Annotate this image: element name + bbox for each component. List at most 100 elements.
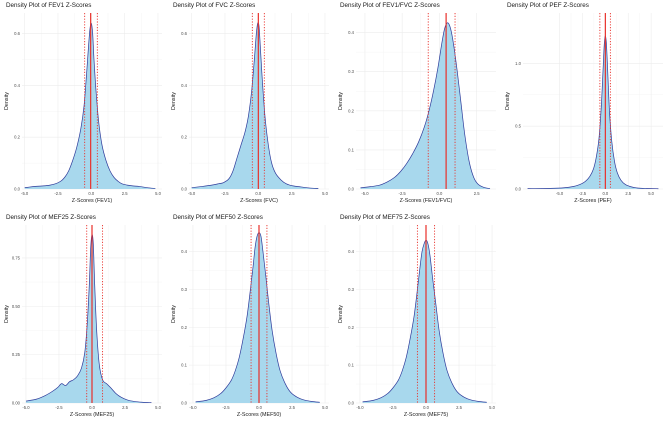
y-tick-label: 0.2 xyxy=(348,325,354,330)
x-axis-label: Z-Scores (MEF50) xyxy=(237,412,282,418)
x-tick-label: -5.0 xyxy=(556,191,564,196)
x-tick-label: 0.0 xyxy=(436,191,442,196)
x-tick-label: 0.0 xyxy=(423,405,429,410)
chart-svg: Density Plot of FEV1/FVC Z-Scores -5.0 -2.… xyxy=(338,2,496,204)
x-tick-label: -5.0 xyxy=(22,405,30,410)
x-tick-label: -5.0 xyxy=(188,191,196,196)
x-tick-label: -2.5 xyxy=(54,191,62,196)
x-axis-label: Z-Scores (MEF25) xyxy=(70,412,115,418)
chart-title: Density Plot of FVC Z-Scores xyxy=(173,2,255,9)
density-plot-mef25: Density Plot of MEF25 Z-Scores -5.0 -2.5 0.… xyxy=(0,212,165,424)
chart-title: Density Plot of PEF Z-Scores xyxy=(507,2,589,9)
chart-title: Density Plot of MEF25 Z-Scores xyxy=(6,214,96,221)
y-tick-label: 0.0 xyxy=(515,187,521,192)
y-tick-label: 0.2 xyxy=(348,108,354,113)
x-tick-label: 0.0 xyxy=(602,191,608,196)
chart-svg: Density Plot of FEV1 Z-Scores -5.0 -2.5 0.0… xyxy=(4,2,162,204)
y-tick-label: 0.25 xyxy=(12,352,21,357)
y-tick-label: 0.0 xyxy=(181,187,187,192)
x-tick-label: -2.5 xyxy=(222,405,230,410)
x-tick-label: 5.0 xyxy=(489,405,495,410)
x-tick-label: 5.0 xyxy=(648,191,654,196)
y-axis-label: Density xyxy=(4,305,10,323)
x-tick-label: -2.5 xyxy=(579,191,587,196)
y-tick-label: 0.6 xyxy=(181,31,187,36)
y-axis-label: Density xyxy=(505,92,511,110)
x-tick-label: -5.0 xyxy=(21,191,29,196)
chart-svg: Density Plot of FVC Z-Scores -5.0 -2.5 0.0 2… xyxy=(171,2,329,204)
density-area xyxy=(527,35,659,189)
density-curve xyxy=(195,232,320,403)
x-tick-label: 5.0 xyxy=(322,191,328,196)
density-plot-fvc: Density Plot of FVC Z-Scores -5.0 -2.5 0.0 2… xyxy=(167,0,332,210)
x-tick-label: 0.0 xyxy=(88,191,94,196)
y-tick-label: 0.2 xyxy=(181,325,187,330)
y-tick-label: 0.4 xyxy=(348,30,354,35)
density-area xyxy=(191,22,319,189)
x-axis-label: Z-Scores (FEV1/FVC) xyxy=(400,198,453,204)
x-tick-label: 2.5 xyxy=(122,191,128,196)
y-tick-label: 0.2 xyxy=(14,135,20,140)
chart-svg: Density Plot of PEF Z-Scores -5.0 -2.5 0.0 2… xyxy=(505,2,663,204)
y-tick-label: 0.3 xyxy=(181,287,187,292)
density-curve xyxy=(360,22,491,189)
x-tick-label: -5.0 xyxy=(189,405,197,410)
x-axis-label: Z-Scores (FEV1) xyxy=(72,198,113,204)
y-tick-label: 0.2 xyxy=(181,135,187,140)
y-tick-label: 0.1 xyxy=(348,147,354,152)
x-axis-label: Z-Scores (MEF75) xyxy=(404,412,449,418)
chart-svg: Density Plot of MEF75 Z-Scores -5.0 -2.5 0.… xyxy=(338,214,496,418)
y-tick-label: 0.0 xyxy=(348,401,354,406)
x-tick-label: 2.5 xyxy=(474,191,480,196)
density-area xyxy=(362,240,487,403)
x-tick-label: 2.5 xyxy=(289,191,295,196)
density-curve xyxy=(527,35,659,190)
y-tick-label: 0.3 xyxy=(348,69,354,74)
x-tick-label: -2.5 xyxy=(221,191,229,196)
x-tick-label: 2.5 xyxy=(625,191,631,196)
chart-svg: Density Plot of MEF50 Z-Scores -5.0 -2.5 0.… xyxy=(171,214,329,418)
y-axis-label: Density xyxy=(171,92,177,110)
density-plot-pef: Density Plot of PEF Z-Scores -5.0 -2.5 0.0 2… xyxy=(501,0,666,210)
density-area xyxy=(360,22,491,190)
density-plot-fev1: Density Plot of FEV1 Z-Scores -5.0 -2.5 0.0… xyxy=(0,0,165,210)
x-axis-label: Z-Scores (PEF) xyxy=(574,198,612,204)
y-tick-label: 0.4 xyxy=(14,83,20,88)
density-area xyxy=(195,232,320,403)
density-curve xyxy=(362,239,487,403)
y-tick-label: 0.4 xyxy=(181,249,187,254)
x-tick-label: 2.5 xyxy=(289,405,295,410)
y-tick-label: 0.1 xyxy=(348,363,354,368)
x-tick-label: -2.5 xyxy=(399,191,407,196)
density-curve xyxy=(24,22,156,189)
y-axis-label: Density xyxy=(338,305,344,323)
x-tick-label: 2.5 xyxy=(456,405,462,410)
y-tick-label: 0.75 xyxy=(12,255,21,260)
density-curve xyxy=(25,234,152,403)
y-tick-label: 0.00 xyxy=(12,401,21,406)
y-tick-label: 1.0 xyxy=(515,61,521,66)
x-tick-label: -5.0 xyxy=(356,405,364,410)
x-tick-label: 5.0 xyxy=(155,191,161,196)
x-tick-label: -5.0 xyxy=(361,191,369,196)
y-tick-label: 0.5 xyxy=(515,124,521,129)
x-tick-label: 0.0 xyxy=(256,405,262,410)
y-tick-label: 0.3 xyxy=(348,287,354,292)
chart-title: Density Plot of FEV1 Z-Scores xyxy=(6,2,91,9)
chart-svg: Density Plot of MEF25 Z-Scores -5.0 -2.5 0.… xyxy=(4,214,162,418)
density-area xyxy=(25,234,152,403)
x-tick-label: -2.5 xyxy=(389,405,397,410)
x-axis-label: Z-Scores (FVC) xyxy=(240,198,278,204)
y-tick-label: 0.6 xyxy=(14,31,20,36)
y-tick-label: 0.1 xyxy=(181,363,187,368)
x-tick-label: -2.5 xyxy=(55,405,63,410)
x-tick-label: 5.0 xyxy=(155,405,161,410)
y-tick-label: 0.4 xyxy=(348,249,354,254)
y-axis-label: Density xyxy=(171,305,177,323)
x-tick-label: 0.0 xyxy=(89,405,95,410)
density-plot-fev1-fvc: Density Plot of FEV1/FVC Z-Scores -5.0 -2.… xyxy=(334,0,499,210)
y-axis-label: Density xyxy=(338,92,344,110)
x-tick-label: 2.5 xyxy=(122,405,128,410)
density-curve xyxy=(191,22,319,189)
y-tick-label: 0.4 xyxy=(181,83,187,88)
